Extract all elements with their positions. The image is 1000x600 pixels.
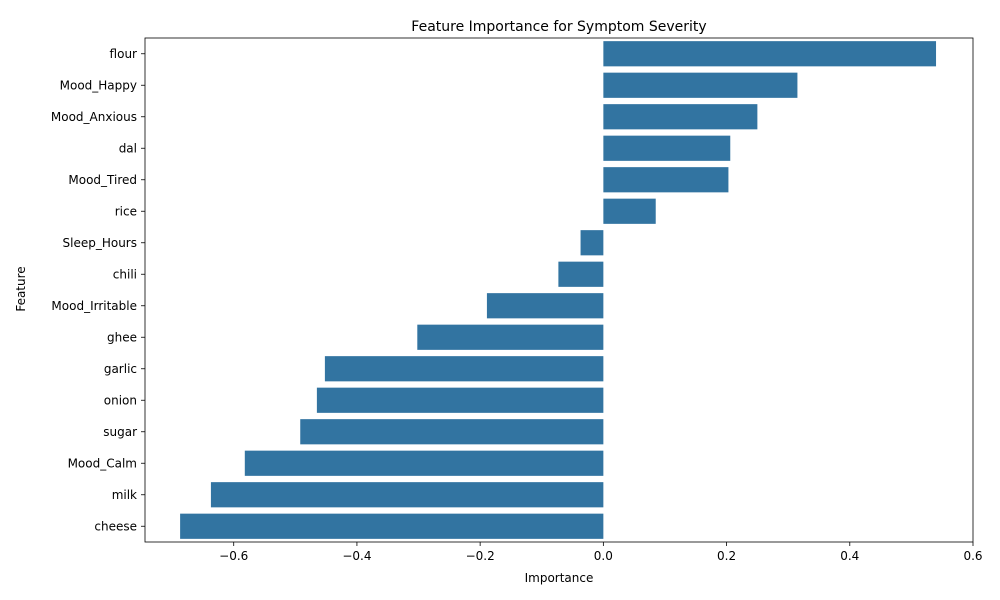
bar-chili <box>558 261 604 287</box>
bar-mood-calm <box>244 450 604 476</box>
x-axis-label: Importance <box>525 571 594 585</box>
y-tick-label: garlic <box>104 362 137 376</box>
x-tick-label: 0.4 <box>840 549 859 563</box>
bar-onion <box>316 387 604 413</box>
x-tick-label: −0.4 <box>342 549 371 563</box>
plot-frame <box>144 37 974 543</box>
bar-flour <box>603 41 937 67</box>
y-axis-label: Feature <box>14 266 28 311</box>
bar-mood-anxious <box>603 104 758 130</box>
y-tick-label: Mood_Anxious <box>51 110 137 124</box>
y-tick-label: chili <box>113 267 137 281</box>
y-tick-label: Sleep_Hours <box>63 236 138 250</box>
x-tick-label: 0.0 <box>594 549 613 563</box>
bar-mood-tired <box>603 167 729 193</box>
y-tick-label: Mood_Irritable <box>51 299 137 313</box>
y-tick-label: ghee <box>107 330 137 344</box>
bar-cheese <box>180 513 604 539</box>
bar-milk <box>210 482 604 508</box>
y-tick-label: flour <box>110 47 138 61</box>
y-tick-label: Mood_Happy <box>60 78 137 92</box>
y-tick-label: Mood_Tired <box>68 173 137 187</box>
x-tick-label: −0.2 <box>466 549 495 563</box>
y-tick-label: sugar <box>103 425 137 439</box>
x-tick-label: 0.2 <box>717 549 736 563</box>
y-tick-label: onion <box>104 393 137 407</box>
bar-garlic <box>324 356 604 382</box>
y-tick-label: cheese <box>94 519 137 533</box>
bar-dal <box>603 135 731 161</box>
bar-mood-irritable <box>486 293 604 319</box>
y-tick-label: dal <box>119 141 137 155</box>
x-tick-label: −0.6 <box>219 549 248 563</box>
bar-sugar <box>300 419 604 445</box>
y-tick-label: milk <box>112 488 137 502</box>
bar-ghee <box>417 324 604 350</box>
x-tick-label: 0.6 <box>963 549 982 563</box>
x-axis-ticks: −0.6 −0.4 −0.2 0.0 0.2 0.4 0.6 <box>219 542 983 563</box>
bar-sleep-hours <box>580 230 604 256</box>
bar-rice <box>603 198 656 224</box>
y-tick-label: Mood_Calm <box>68 456 137 470</box>
bar-mood-happy <box>603 72 798 98</box>
y-tick-label: rice <box>115 204 137 218</box>
bars-group <box>180 41 937 539</box>
chart-title: Feature Importance for Symptom Severity <box>411 19 706 35</box>
